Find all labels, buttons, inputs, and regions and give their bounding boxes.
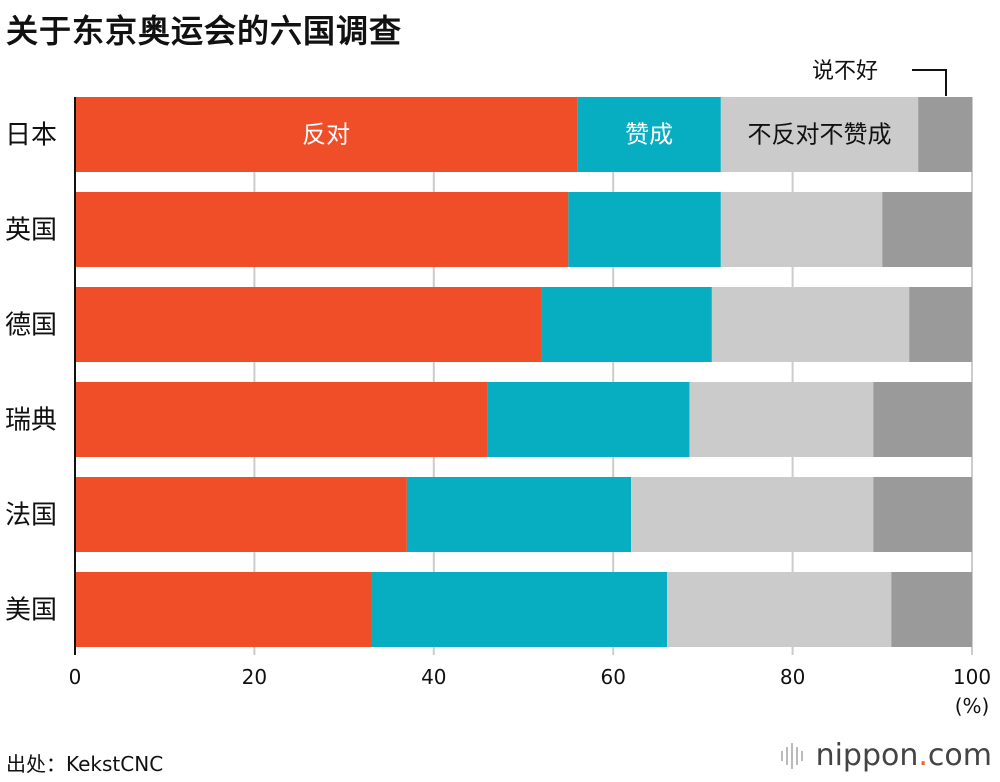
bar-segment <box>918 97 972 172</box>
grid-lines <box>253 97 973 655</box>
segment-label: 不反对不赞成 <box>748 121 892 149</box>
bar-segment <box>577 97 721 172</box>
bar-segment <box>75 287 542 362</box>
logo-suffix: com <box>927 738 992 773</box>
legend-unknown-label: 说不好 <box>812 59 878 84</box>
bar-segment <box>75 572 372 647</box>
bar-segment <box>882 192 972 267</box>
logo-text: nippon <box>815 738 919 773</box>
bar-segment <box>873 477 972 552</box>
bar-segment <box>406 477 632 552</box>
logo-sound-icon <box>780 742 803 769</box>
category-label: 日本 <box>5 121 57 151</box>
bar-segment <box>667 572 892 647</box>
bar-segment <box>720 192 883 267</box>
bar-segment <box>720 97 919 172</box>
source-note: 出处：KekstCNC <box>6 752 164 776</box>
bar-segment <box>711 287 910 362</box>
bar-segment <box>75 97 578 172</box>
bar-segment <box>75 192 569 267</box>
chart-title: 关于东京奥运会的六国调查 <box>6 12 403 50</box>
bar-segment <box>75 477 407 552</box>
bar-segment <box>541 287 712 362</box>
x-tick-label: 60 <box>600 665 625 689</box>
category-label: 德国 <box>5 311 57 341</box>
x-tick-label: 0 <box>69 665 82 689</box>
segment-label: 赞成 <box>625 121 673 149</box>
bar-segment <box>891 572 972 647</box>
bar-segment <box>75 382 488 457</box>
category-label: 法国 <box>5 501 57 531</box>
x-axis-ticks: 0 20 40 60 80 100 <box>69 665 991 689</box>
bar-segment <box>631 477 874 552</box>
x-tick-label: 20 <box>242 665 267 689</box>
nippon-logo: nippon. com <box>780 738 992 773</box>
bar-segment <box>909 287 972 362</box>
x-axis-unit: (%) <box>955 694 990 718</box>
category-label: 美国 <box>5 596 57 626</box>
x-tick-label: 100 <box>953 665 991 689</box>
bars <box>75 97 972 647</box>
x-tick-label: 80 <box>780 665 805 689</box>
category-label: 英国 <box>5 216 57 246</box>
callout-leader <box>912 69 947 96</box>
bar-segment <box>568 192 721 267</box>
logo-dot: . <box>918 738 928 773</box>
segment-labels: 反对 赞成 不反对不赞成 <box>302 121 891 149</box>
bar-segment <box>689 382 874 457</box>
bar-segment <box>371 572 668 647</box>
bar-segment <box>873 382 972 457</box>
segment-label: 反对 <box>302 121 350 149</box>
x-tick-label: 40 <box>421 665 446 689</box>
category-label: 瑞典 <box>5 406 57 436</box>
bar-segment <box>487 382 690 457</box>
